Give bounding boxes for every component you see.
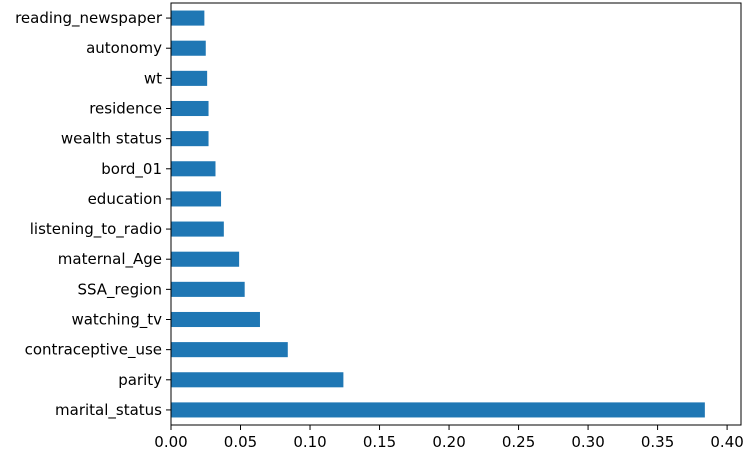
x-axis-ticks: 0.00 0.05 0.10 0.15 0.20 0.25 0.30 0.35 0.40 — [154, 425, 744, 451]
bar-wt — [171, 70, 208, 86]
y-tick-label-residence: residence — [89, 100, 162, 118]
x-tick-label: 0.05 — [224, 433, 257, 451]
x-tick-label: 0.25 — [502, 433, 535, 451]
y-tick-label-marital-status: marital_status — [55, 401, 162, 420]
x-tick-label: 0.15 — [363, 433, 396, 451]
bar-listening-to-radio — [171, 221, 224, 237]
y-tick-label-watching-tv: watching_tv — [71, 311, 162, 330]
bar-reading-newspaper — [171, 10, 205, 26]
bar-residence — [171, 100, 209, 117]
x-tick-label: 0.00 — [154, 433, 187, 451]
y-tick-label-ssa-region: SSA_region — [77, 280, 162, 299]
y-tick-label-contraceptive-use: contraceptive_use — [25, 341, 162, 360]
y-tick-label-wealth-status: wealth status — [61, 130, 162, 148]
x-tick-label: 0.35 — [641, 433, 674, 451]
y-tick-label-wt: wt — [144, 69, 162, 87]
bar-bord-01 — [171, 161, 216, 177]
y-tick-label-maternal-age: maternal_Age — [58, 250, 162, 269]
x-tick-label: 0.30 — [571, 433, 604, 451]
bar-education — [171, 191, 222, 207]
bar-wealth-status — [171, 131, 209, 147]
bar-contraceptive-use — [171, 342, 288, 358]
y-axis-ticks: marital_status parity contraceptive_use wat… — [15, 9, 171, 420]
y-tick-label-parity: parity — [118, 371, 162, 389]
x-tick-label: 0.40 — [710, 433, 743, 451]
x-tick-label: 0.20 — [432, 433, 465, 451]
bar-ssa-region — [171, 281, 245, 297]
plot-frame — [170, 2, 742, 426]
bar-parity — [171, 372, 344, 388]
y-tick-label-education: education — [88, 190, 162, 208]
x-tick-label: 0.10 — [293, 433, 326, 451]
bar-watching-tv — [171, 311, 260, 328]
y-tick-label-autonomy: autonomy — [86, 39, 162, 57]
bar-marital-status — [171, 402, 705, 418]
bar-maternal-age — [171, 251, 240, 267]
bar-autonomy — [171, 40, 206, 56]
y-tick-label-reading-newspaper: reading_newspaper — [15, 9, 163, 28]
y-tick-label-listening-to-radio: listening_to_radio — [30, 220, 162, 239]
y-tick-label-bord-01: bord_01 — [101, 160, 162, 179]
bars-layer — [171, 10, 705, 418]
